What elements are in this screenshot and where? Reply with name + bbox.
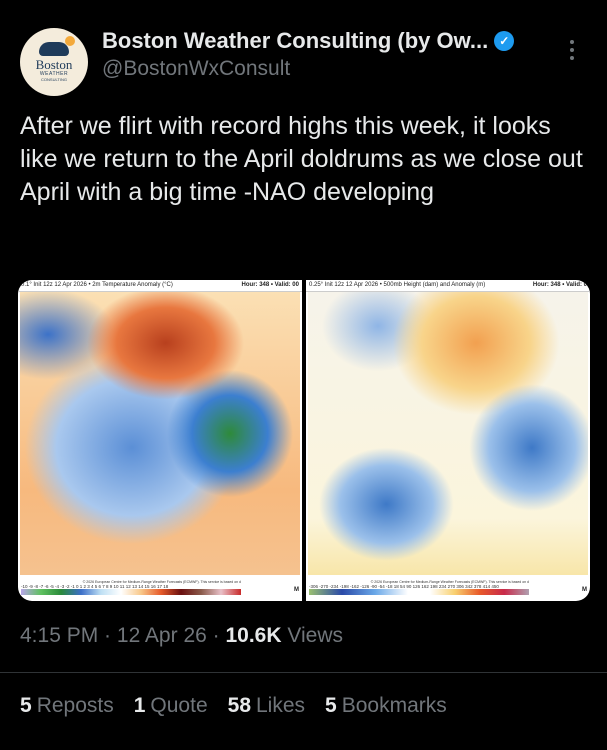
map-footer: M [582,587,587,593]
map-image [20,292,300,575]
views-count: 10.6K [225,624,282,647]
temperature-anomaly-map[interactable]: 0.1° Init 12z 12 Apr 2026 • 2m Temperatu… [18,280,302,601]
bookmarks-label: Bookmarks [341,694,447,717]
colorbar-labels: -10 -9 -8 -7 -6 -5 -4 -3 -2 -1 0 1 2 3 4… [21,584,169,589]
likes-label: Likes [256,694,306,717]
verified-badge-icon: ✓ [494,31,515,51]
reposts-stat[interactable]: 5 Reposts [20,694,114,718]
bookmarks-stat[interactable]: 5 Bookmarks [325,694,447,718]
tweet-date[interactable]: 12 Apr 26 [116,624,207,647]
author-handle[interactable]: @BostonWxConsult [102,57,291,80]
likes-count: 58 [227,694,251,717]
more-options-icon[interactable] [568,40,576,60]
cloud-sun-icon [39,36,75,56]
tweet-meta: 4:15 PM · 12 Apr 26 · 10.6K Views [20,624,343,647]
quotes-stat[interactable]: 1 Quote [134,694,208,718]
map-header-right: Hour: 348 • Valid: 0 [532,282,587,288]
quotes-label: Quote [150,694,208,717]
map-image [308,292,588,575]
avatar-text: CONSULTING [41,77,67,82]
tweet-text: After we flirt with record highs this we… [20,112,583,206]
quotes-count: 1 [133,694,146,717]
map-credit: © 2026 European Centre for Medium-Range … [370,580,529,584]
author-name[interactable]: Boston Weather Consulting (by Ow... ✓ [102,28,515,54]
colorbar: © 2026 European Centre for Medium-Range … [309,580,529,595]
tweet-media[interactable]: 0.1° Init 12z 12 Apr 2026 • 2m Temperatu… [18,280,590,601]
colorbar: © 2026 European Centre for Medium-Range … [21,580,241,595]
bookmarks-count: 5 [325,694,337,717]
divider [0,672,607,673]
avatar-text: Boston [35,57,73,72]
reposts-label: Reposts [36,694,114,717]
height-anomaly-map[interactable]: 0.25° Init 12z 12 Apr 2026 • 500mb Heigh… [306,280,590,601]
avatar-text: WEATHER [39,71,69,77]
colorbar-labels: -306 -270 -234 -198 -162 -126 -90 -54 -1… [309,584,499,589]
avatar[interactable]: Boston WEATHER CONSULTING [20,28,88,96]
reposts-count: 5 [20,694,32,717]
likes-stat[interactable]: 58 Likes [228,694,305,718]
map-header-left: 0.25° Init 12z 12 Apr 2026 • 500mb Heigh… [309,282,486,288]
author-name-text: Boston Weather Consulting (by Ow... [102,28,489,53]
map-header-right: Hour: 348 • Valid: 00 [241,282,299,288]
map-header-left: 0.1° Init 12z 12 Apr 2026 • 2m Temperatu… [21,282,173,288]
engagement-stats: 5 Reposts 1 Quote 58 Likes 5 Bookmarks [20,694,447,718]
map-footer: M [294,587,299,593]
tweet-time[interactable]: 4:15 PM [20,624,99,647]
views-label: Views [287,624,343,647]
map-credit: © 2026 European Centre for Medium-Range … [82,580,241,584]
